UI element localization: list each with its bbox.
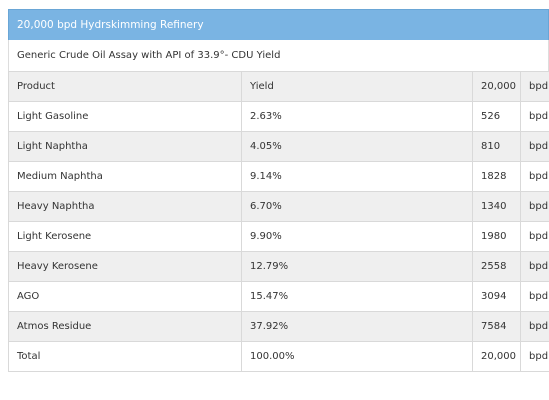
amount-cell: 3094 <box>472 281 521 312</box>
table-row: Atmos Residue 37.92% 7584 bpd <box>8 311 549 342</box>
amount-cell: 1340 <box>472 191 521 222</box>
column-header-yield: Yield <box>241 71 473 102</box>
product-cell: Medium Naphtha <box>8 161 242 192</box>
yield-cell: 9.90% <box>241 221 473 252</box>
amount-cell: 526 <box>472 101 521 132</box>
table-row: Heavy Kerosene 12.79% 2558 bpd <box>8 251 549 282</box>
table-row: Heavy Naphtha 6.70% 1340 bpd <box>8 191 549 222</box>
column-header-unit: bpd <box>520 71 549 102</box>
unit-cell: bpd <box>520 191 549 222</box>
product-cell: Light Kerosene <box>8 221 242 252</box>
product-cell: AGO <box>8 281 242 312</box>
amount-cell: 7584 <box>472 311 521 342</box>
yield-cell: 15.47% <box>241 281 473 312</box>
refinery-yield-panel: 20,000 bpd Hydrskimming Refinery Generic… <box>8 9 549 372</box>
amount-cell: 20,000 <box>472 341 521 372</box>
unit-cell: bpd <box>520 131 549 162</box>
product-cell: Heavy Kerosene <box>8 251 242 282</box>
product-cell: Light Gasoline <box>8 101 242 132</box>
table-row: AGO 15.47% 3094 bpd <box>8 281 549 312</box>
amount-cell: 2558 <box>472 251 521 282</box>
unit-cell: bpd <box>520 281 549 312</box>
unit-cell: bpd <box>520 341 549 372</box>
column-header-amount: 20,000 <box>472 71 521 102</box>
yield-cell: 9.14% <box>241 161 473 192</box>
panel-subtitle: Generic Crude Oil Assay with API of 33.9… <box>8 40 549 71</box>
table-row: Light Gasoline 2.63% 526 bpd <box>8 101 549 132</box>
product-cell: Heavy Naphtha <box>8 191 242 222</box>
product-cell: Light Naphtha <box>8 131 242 162</box>
amount-cell: 810 <box>472 131 521 162</box>
amount-cell: 1828 <box>472 161 521 192</box>
table-row: Light Kerosene 9.90% 1980 bpd <box>8 221 549 252</box>
yield-cell: 4.05% <box>241 131 473 162</box>
column-header-product: Product <box>8 71 242 102</box>
yield-cell: 6.70% <box>241 191 473 222</box>
yield-cell: 100.00% <box>241 341 473 372</box>
product-cell: Atmos Residue <box>8 311 242 342</box>
table-row: Medium Naphtha 9.14% 1828 bpd <box>8 161 549 192</box>
yield-cell: 12.79% <box>241 251 473 282</box>
unit-cell: bpd <box>520 221 549 252</box>
yield-table: Product Yield 20,000 bpd Light Gasoline … <box>8 71 549 372</box>
table-total-row: Total 100.00% 20,000 bpd <box>8 341 549 372</box>
yield-cell: 37.92% <box>241 311 473 342</box>
unit-cell: bpd <box>520 161 549 192</box>
amount-cell: 1980 <box>472 221 521 252</box>
panel-title: 20,000 bpd Hydrskimming Refinery <box>8 9 549 40</box>
unit-cell: bpd <box>520 251 549 282</box>
table-row: Light Naphtha 4.05% 810 bpd <box>8 131 549 162</box>
table-header-row: Product Yield 20,000 bpd <box>8 71 549 102</box>
product-cell: Total <box>8 341 242 372</box>
yield-cell: 2.63% <box>241 101 473 132</box>
unit-cell: bpd <box>520 311 549 342</box>
unit-cell: bpd <box>520 101 549 132</box>
